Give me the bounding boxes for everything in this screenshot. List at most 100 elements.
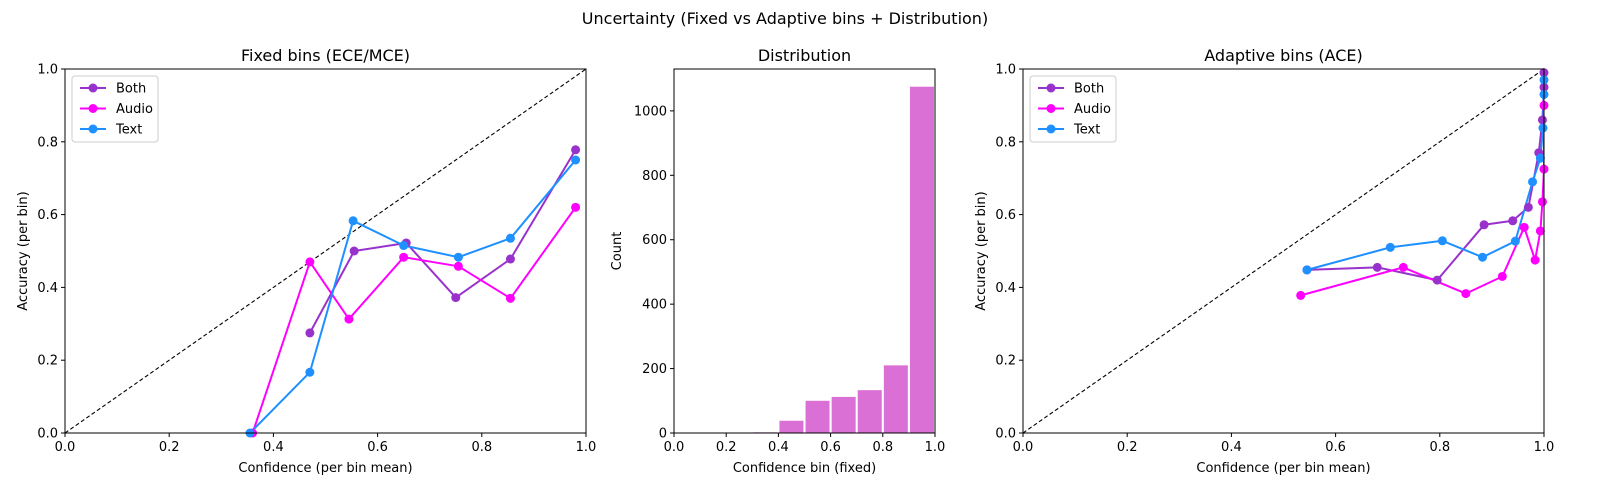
legend-label: Audio — [1074, 102, 1111, 117]
data-point-both — [1432, 275, 1442, 285]
legend-label: Both — [116, 82, 146, 97]
chart-title: Fixed bins (ECE/MCE) — [241, 46, 410, 65]
data-point-audio — [1519, 222, 1529, 232]
y-axis-label: Accuracy (per bin) — [16, 191, 31, 310]
data-point-audio — [1461, 289, 1471, 299]
x-tick-label: 0.6 — [820, 440, 841, 455]
y-tick-label: 0.4 — [995, 281, 1016, 296]
y-tick-label: 0.6 — [995, 208, 1016, 223]
legend-label: Audio — [116, 102, 153, 117]
data-point-text — [1478, 252, 1488, 262]
legend-label: Text — [115, 123, 142, 138]
data-point-text — [1535, 153, 1545, 163]
chart-title: Adaptive bins (ACE) — [1204, 46, 1363, 65]
x-tick-label: 0.6 — [1325, 440, 1346, 455]
x-tick-label: 1.0 — [576, 440, 597, 455]
data-point-both — [349, 246, 359, 256]
legend-marker — [88, 83, 98, 93]
y-tick-label: 0.0 — [37, 427, 58, 442]
y-axis-label: Accuracy (per bin) — [974, 191, 989, 310]
legend-label: Text — [1073, 123, 1100, 138]
x-tick-label: 0.8 — [471, 440, 492, 455]
data-point-audio — [305, 257, 315, 267]
legend-marker — [1046, 104, 1056, 113]
y-tick-label: 0.0 — [995, 427, 1016, 442]
bar — [831, 396, 856, 433]
x-tick-label: 1.0 — [925, 440, 946, 455]
x-tick-label: 1.0 — [1534, 440, 1555, 455]
perfect-calibration-line — [65, 69, 586, 433]
x-tick-label: 0.2 — [1117, 440, 1138, 455]
x-axis-label: Confidence (per bin mean) — [238, 461, 412, 476]
y-tick-label: 0.4 — [37, 281, 58, 296]
data-point-text — [453, 252, 463, 262]
bar — [857, 390, 882, 433]
y-tick-label: 400 — [642, 298, 667, 313]
data-point-audio — [1296, 290, 1306, 300]
y-tick-label: 1.0 — [995, 63, 1016, 78]
y-tick-label: 0.8 — [995, 135, 1016, 150]
data-point-both — [1523, 202, 1533, 212]
chart-0: Fixed bins (ECE/MCE) 0.0 0.2 0.4 0.6 0.8 1.0 0.… — [16, 46, 596, 476]
data-point-audio — [571, 202, 581, 212]
x-tick-label: 0.2 — [716, 440, 737, 455]
bar — [883, 365, 908, 433]
x-tick-label: 0.8 — [1429, 440, 1450, 455]
x-tick-label: 0.4 — [1221, 440, 1242, 455]
data-point-audio — [1537, 197, 1547, 207]
y-tick-label: 800 — [642, 169, 667, 184]
y-tick-label: 0.8 — [37, 135, 58, 150]
y-tick-label: 200 — [642, 362, 667, 377]
series-line-both — [309, 149, 577, 334]
x-tick-label: 0.0 — [664, 440, 685, 455]
data-point-audio — [505, 293, 515, 303]
data-point-text — [348, 216, 358, 226]
figure-suptitle: Uncertainty (Fixed vs Adaptive bins + Di… — [582, 9, 988, 28]
x-tick-label: 0.4 — [263, 440, 284, 455]
series-line-audio — [1300, 105, 1544, 297]
data-point-audio — [344, 314, 354, 324]
data-point-text — [305, 367, 315, 377]
data-point-both — [571, 145, 581, 155]
data-point-both — [451, 293, 461, 303]
plot-area — [753, 86, 934, 433]
legend-marker — [1046, 83, 1056, 93]
data-point-audio — [1398, 262, 1408, 272]
data-point-audio — [1530, 255, 1540, 265]
legend-label: Both — [1074, 82, 1104, 97]
y-tick-label: 1000 — [634, 104, 667, 119]
bar — [779, 420, 804, 433]
data-point-text — [1437, 236, 1447, 246]
x-axis-label: Confidence (per bin mean) — [1196, 461, 1370, 476]
data-point-text — [1510, 236, 1520, 246]
perfect-calibration-line — [1023, 69, 1544, 433]
legend-marker — [88, 124, 98, 134]
bar — [805, 400, 830, 433]
data-point-both — [1508, 216, 1518, 226]
data-point-both — [1479, 220, 1489, 230]
legend-marker — [88, 104, 98, 113]
data-point-audio — [399, 252, 409, 262]
bar — [909, 86, 934, 433]
legend: Both Audio Text — [71, 75, 159, 143]
y-tick-label: 0 — [659, 427, 667, 442]
y-tick-label: 0.2 — [995, 354, 1016, 369]
y-tick-label: 0.6 — [37, 208, 58, 223]
data-point-text — [1528, 177, 1538, 187]
data-point-both — [1372, 262, 1382, 272]
x-tick-label: 0.6 — [367, 440, 388, 455]
series-line-audio — [251, 206, 577, 433]
chart-2: Adaptive bins (ACE) 0.0 0.2 0.4 0.6 0.8 1.0 0.0… — [974, 46, 1554, 476]
y-tick-label: 0.2 — [37, 354, 58, 369]
series-line-text — [1306, 79, 1544, 271]
legend-marker — [1046, 124, 1056, 134]
x-tick-label: 0.0 — [1013, 440, 1034, 455]
data-point-both — [305, 328, 315, 338]
axes-frame — [1022, 68, 1545, 434]
chart-title: Distribution — [758, 46, 851, 65]
data-point-audio — [1497, 271, 1507, 281]
data-point-text — [571, 155, 581, 165]
axes-frame — [673, 68, 936, 434]
